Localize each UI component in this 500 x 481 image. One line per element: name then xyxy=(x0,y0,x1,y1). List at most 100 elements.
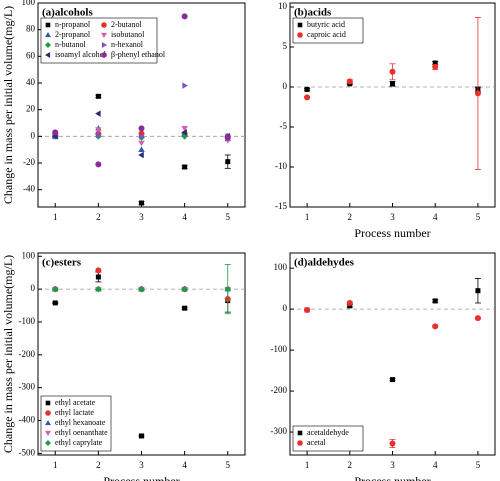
y-tick-label: 10 xyxy=(278,1,288,11)
point xyxy=(95,285,102,293)
legend-marker xyxy=(101,32,107,38)
point xyxy=(432,323,439,330)
point xyxy=(95,161,102,168)
point xyxy=(52,300,58,306)
legend-marker xyxy=(45,52,51,58)
legend-box xyxy=(40,17,158,64)
point xyxy=(138,140,145,147)
x-tick-label: 3 xyxy=(139,460,144,470)
point xyxy=(181,13,188,20)
legend-marker xyxy=(45,32,51,38)
y-tick-label: 0 xyxy=(31,283,36,293)
point xyxy=(475,288,481,294)
point xyxy=(139,200,144,206)
legend-label: acetal xyxy=(307,438,326,447)
point xyxy=(224,134,231,141)
point xyxy=(138,146,145,152)
point xyxy=(389,68,396,75)
legend-box xyxy=(292,425,364,452)
legend-marker xyxy=(297,32,303,38)
legend-label: caproic acid xyxy=(307,30,346,39)
y-tick-label: 0 xyxy=(283,303,288,313)
x-axis-label: Process number xyxy=(354,226,430,240)
panel-title: (d)aldehydes xyxy=(294,257,355,269)
x-tick-label: 4 xyxy=(182,460,187,470)
panel-title: (a)alcohols xyxy=(42,7,93,19)
x-tick-label: 5 xyxy=(476,460,481,470)
point xyxy=(52,129,59,136)
legend-label: n-hexanol xyxy=(111,40,144,49)
x-tick-label: 2 xyxy=(96,212,101,222)
x-tick-label: 4 xyxy=(433,460,438,470)
y-tick-label: -300 xyxy=(19,382,36,392)
point xyxy=(95,274,101,280)
legend-marker xyxy=(45,430,51,436)
y-tick-label: -100 xyxy=(271,344,288,354)
plot-frame xyxy=(289,252,496,456)
point xyxy=(432,298,438,304)
point xyxy=(181,126,188,132)
legend-box xyxy=(40,395,112,452)
legend-marker xyxy=(297,430,303,436)
point xyxy=(139,133,145,140)
legend-marker xyxy=(45,22,51,28)
point xyxy=(138,125,145,132)
point xyxy=(346,78,353,85)
point xyxy=(181,129,187,136)
x-tick-label: 4 xyxy=(433,212,438,222)
legend-label: ethyl hexanoate xyxy=(55,418,106,427)
point xyxy=(95,110,101,117)
point xyxy=(304,86,310,92)
point xyxy=(224,285,231,293)
y-tick-label: -200 xyxy=(271,385,288,395)
legend-marker xyxy=(297,22,303,28)
point xyxy=(181,285,188,293)
point xyxy=(389,440,396,447)
x-tick-label: 3 xyxy=(390,460,395,470)
x-tick-label: 5 xyxy=(226,212,231,222)
point xyxy=(95,93,101,99)
point xyxy=(95,267,102,274)
point xyxy=(95,127,102,133)
point xyxy=(304,94,311,101)
legend-label: ethyl caprylate xyxy=(55,438,103,447)
y-tick-label: 0 xyxy=(283,81,288,91)
x-tick-label: 5 xyxy=(226,460,231,470)
y-tick-label: -20 xyxy=(23,157,35,167)
y-tick-label: -500 xyxy=(19,447,36,457)
point xyxy=(474,315,481,322)
point xyxy=(346,299,353,306)
y-tick-label: 0 xyxy=(31,130,36,140)
x-axis-label: Process number xyxy=(103,474,179,481)
x-axis-label: Process number xyxy=(354,474,430,481)
panel-title: (c)esters xyxy=(42,257,82,269)
y-tick-label: -100 xyxy=(19,316,36,326)
y-tick-label: -5 xyxy=(280,121,288,131)
point xyxy=(139,433,144,439)
x-tick-label: 2 xyxy=(348,212,353,222)
x-tick-label: 1 xyxy=(53,212,58,222)
point xyxy=(182,164,188,170)
legend-label: n-propanol xyxy=(55,20,91,29)
y-tick-label: 60 xyxy=(26,50,36,60)
point xyxy=(52,285,59,293)
x-tick-label: 3 xyxy=(390,212,395,222)
legend-label: β-phenyl ethanol xyxy=(111,50,166,59)
y-tick-label: -400 xyxy=(19,415,36,425)
point xyxy=(390,377,395,383)
legend-marker xyxy=(45,400,51,406)
y-tick-label: -10 xyxy=(275,161,287,171)
x-tick-label: 4 xyxy=(182,212,187,222)
point xyxy=(225,159,231,165)
point xyxy=(138,151,144,159)
legend-marker xyxy=(297,440,303,446)
point xyxy=(182,305,188,311)
y-tick-label: 100 xyxy=(274,262,288,272)
x-tick-label: 2 xyxy=(348,460,353,470)
legend-label: isoamyl alcohol xyxy=(55,50,107,59)
legend-marker xyxy=(45,440,51,446)
x-tick-label: 3 xyxy=(139,212,144,222)
panel-title: (b)acids xyxy=(294,7,332,19)
y-tick-label: -40 xyxy=(23,184,35,194)
